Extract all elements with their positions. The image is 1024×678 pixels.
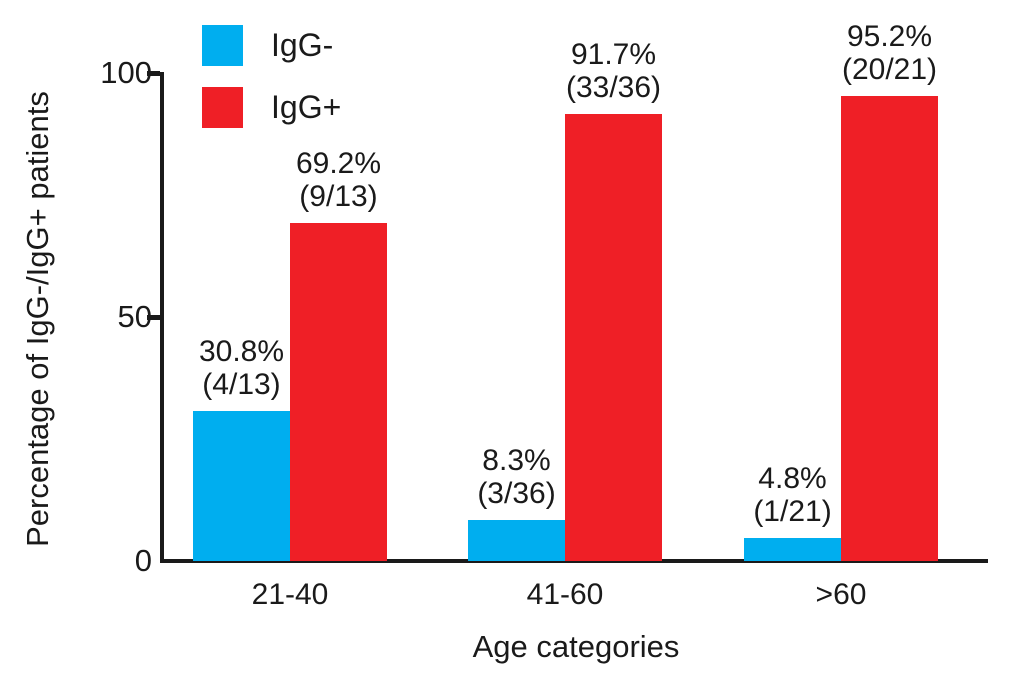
y-tick-label: 0: [134, 543, 152, 578]
bar-fraction-text: (1/21): [753, 495, 832, 528]
bar-fraction-text: (20/21): [841, 53, 938, 86]
bar-value-label: 95.2% (20/21): [842, 20, 937, 86]
bar-igg+-21-40: [290, 223, 387, 561]
bar-percentage-text: 4.8%: [758, 462, 827, 495]
legend-swatch-icon: [202, 86, 243, 128]
bar-value-label: 8.3% (3/36): [477, 444, 555, 510]
y-tick-mark: [147, 314, 160, 320]
legend-entry-igg+: IgG+: [202, 86, 341, 128]
bar-igg+-41-60: [565, 114, 662, 561]
bar-igg--21-40: [193, 411, 290, 561]
bar-fraction-text: (3/36): [477, 477, 556, 510]
bar-percentage-text: 91.7%: [570, 38, 657, 71]
y-axis-title: Percentage of IgG-/IgG+ patients: [20, 91, 55, 547]
bar-percentage-text: 69.2%: [295, 147, 382, 180]
bar-value-label: 91.7% (33/36): [566, 38, 661, 104]
x-axis-title: Age categories: [472, 629, 680, 664]
y-axis-line: [160, 72, 164, 563]
bar-fraction-text: (9/13): [299, 180, 378, 213]
legend-label: IgG+: [271, 89, 342, 125]
legend-swatch-icon: [202, 24, 243, 66]
bar-percentage-text: 8.3%: [482, 444, 551, 477]
x-tick-label-21-40: 21-40: [251, 578, 329, 611]
bar-igg--41-60: [468, 520, 565, 561]
bar-value-label: 69.2% (9/13): [296, 147, 381, 213]
x-tick-label->60: >60: [815, 578, 867, 611]
bar-value-label: 4.8% (1/21): [753, 462, 831, 528]
bar-percentage-text: 95.2%: [846, 20, 933, 53]
bar-percentage-text: 30.8%: [198, 335, 285, 368]
bar-igg+->60: [841, 96, 938, 561]
x-axis-line: [160, 559, 988, 563]
legend-label: IgG-: [271, 27, 334, 63]
y-tick-mark: [147, 70, 160, 76]
y-tick-label: 100: [100, 55, 152, 90]
x-tick-label-41-60: 41-60: [526, 578, 604, 611]
legend-entry-igg-: IgG-: [202, 24, 333, 66]
bar-fraction-text: (4/13): [202, 368, 281, 401]
bar-igg-->60: [744, 538, 841, 561]
bar-fraction-text: (33/36): [565, 71, 662, 104]
y-tick-label: 50: [117, 299, 152, 334]
bar-value-label: 30.8% (4/13): [199, 335, 284, 401]
